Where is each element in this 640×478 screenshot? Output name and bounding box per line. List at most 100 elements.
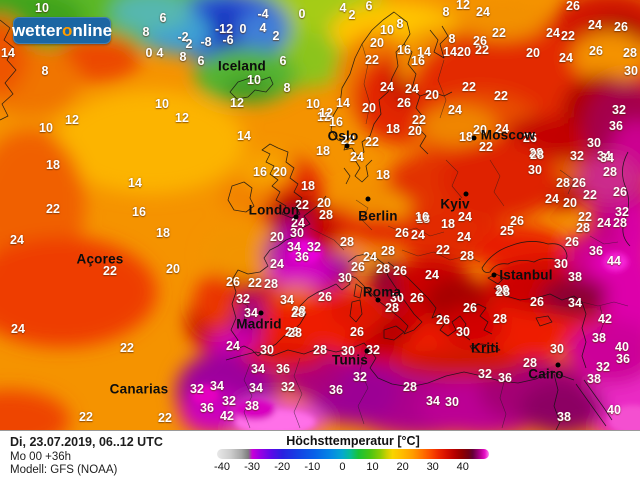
temp-label: 28 [496,285,510,299]
temp-label: 14 [1,46,15,60]
city-dot-oslo [344,143,350,149]
temp-label: 34 [244,306,258,320]
temp-label: 8 [448,32,456,46]
temp-label: 10 [247,73,261,87]
city-label-canarias: Canarias [109,381,169,397]
temp-label: 34 [249,381,263,395]
temp-label: 26 [393,264,407,278]
temp-label: 34 [426,394,440,408]
temperature-map: 10 6 8 -2 2 -8 -12 -6 0 -4 4 2 0 0 4 8 6 6 14 8 10 8 12 10 12 12 1… [0,0,640,430]
temp-label: 2 [272,29,280,43]
temp-label: 32 [236,292,250,306]
legend-tick: -10 [304,461,321,473]
temp-label: 24 [457,230,471,244]
temp-label: 16 [397,43,411,57]
temp-label: 14 [128,176,142,190]
temp-label: 18 [301,179,315,193]
temp-label: 30 [290,226,304,240]
temp-label: 32 [353,370,367,384]
temp-label: 14 [336,96,350,110]
temp-label: 12 [456,0,470,12]
temp-label: 28 [376,262,390,276]
temp-label: 8 [179,50,187,64]
legend-tick: -30 [244,461,261,473]
temp-label: 8 [283,81,291,95]
temp-label: -6 [222,33,234,47]
temp-label: 26 [285,325,299,339]
temp-label: 10 [155,97,169,111]
temp-label: 36 [200,401,214,415]
legend-tick: 30 [426,461,439,473]
temp-label: 24 [226,339,240,353]
temp-label: 22 [492,26,506,40]
temp-label: 30 [260,343,274,357]
city-label-acores: Açores [76,251,124,267]
city-label-madrid: Madrid [236,316,282,332]
temp-label: 16 [411,54,425,68]
city-dot-madrid [258,310,264,316]
temp-label: 34 [597,149,611,163]
temp-label: 8 [442,5,450,19]
temp-label: 36 [498,371,512,385]
temp-label: 24 [405,82,419,96]
temp-label: 16 [415,210,429,224]
temp-label: 24 [495,122,509,136]
temp-label: 10 [35,1,49,15]
city-label-oslo: Oslo [327,128,359,144]
temp-label: 28 [495,283,509,297]
temp-label: 42 [598,312,612,326]
temp-label: 38 [592,331,606,345]
temp-label: 18 [416,212,430,226]
map-labels-layer: 10 6 8 -2 2 -8 -12 -6 0 -4 4 2 0 0 4 8 6 6 14 8 10 8 12 10 12 12 1… [1,0,638,425]
temp-label: 32 [596,360,610,374]
temp-label: 22 [412,113,426,127]
temp-label: 30 [550,342,564,356]
temp-label: 22 [120,341,134,355]
temp-label: 36 [589,244,603,258]
temp-label: 30 [528,163,542,177]
temp-label: 30 [445,395,459,409]
temp-label: 26 [565,235,579,249]
temp-label: 26 [226,275,240,289]
temp-label: 38 [568,270,582,284]
temp-label: 10 [306,97,320,111]
temp-label: 34 [287,240,301,254]
city-label-london: London [248,202,300,218]
temp-label: 28 [623,46,637,60]
temp-label: 20 [563,196,577,210]
temp-label: 8 [41,64,49,78]
temp-label: 20 [317,196,331,210]
temp-label: 26 [510,214,524,228]
temp-label: 6 [365,0,373,13]
temp-label: 26 [436,313,450,327]
city-dot-moscow [471,135,477,141]
temp-label: 26 [530,295,544,309]
legend-title: Höchsttemperatur [°C] [286,434,420,448]
temp-label: 36 [616,352,630,366]
temp-label: 34 [210,379,224,393]
temp-label: 20 [457,45,471,59]
temp-label: 22 [158,411,172,425]
temp-label: 32 [307,240,321,254]
map-canvas [0,0,640,430]
temp-label: 38 [245,399,259,413]
temp-label: 24 [597,216,611,230]
temp-label: 24 [545,192,559,206]
temp-label: 16 [132,205,146,219]
temp-label: -8 [200,35,212,49]
wetteronline-logo[interactable]: wetter o nline [12,17,112,44]
temp-label: 12 [175,111,189,125]
coastlines [0,11,631,430]
temp-label: 28 [403,380,417,394]
city-label-roma: Roma [362,284,402,300]
city-label-berlin: Berlin [358,208,398,224]
legend-color-bar [217,449,489,459]
temp-label: 20 [362,101,376,115]
temp-label: 42 [220,409,234,423]
temp-label: 26 [410,291,424,305]
temp-label: 32 [281,380,295,394]
temp-label: 22 [494,89,508,103]
city-label-tunis: Tunis [332,352,368,368]
city-dot-kyiv [463,191,469,197]
